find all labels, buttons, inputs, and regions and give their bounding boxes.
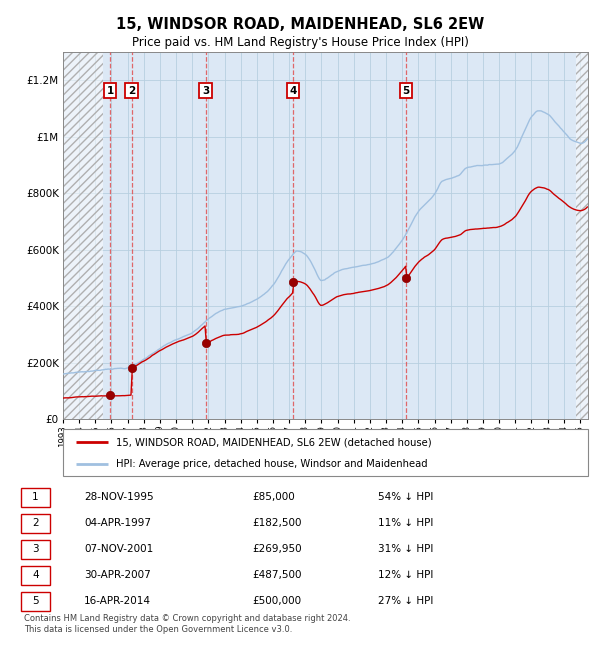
Text: 28-NOV-1995: 28-NOV-1995 — [84, 492, 154, 502]
Text: 1: 1 — [106, 86, 114, 96]
Text: 12% ↓ HPI: 12% ↓ HPI — [378, 570, 433, 580]
Text: 27% ↓ HPI: 27% ↓ HPI — [378, 596, 433, 606]
Bar — [576, 52, 588, 419]
Text: £85,000: £85,000 — [252, 492, 295, 502]
Text: Price paid vs. HM Land Registry's House Price Index (HPI): Price paid vs. HM Land Registry's House … — [131, 36, 469, 49]
Bar — [63, 52, 103, 419]
Text: 4: 4 — [32, 570, 39, 580]
Bar — [63, 52, 103, 419]
Text: 5: 5 — [32, 596, 39, 606]
Text: 3: 3 — [32, 544, 39, 554]
Text: 15, WINDSOR ROAD, MAIDENHEAD, SL6 2EW (detached house): 15, WINDSOR ROAD, MAIDENHEAD, SL6 2EW (d… — [115, 437, 431, 447]
Text: 5: 5 — [403, 86, 410, 96]
Text: 2: 2 — [128, 86, 135, 96]
Text: £269,950: £269,950 — [252, 544, 302, 554]
Text: 2: 2 — [32, 518, 39, 528]
Text: £182,500: £182,500 — [252, 518, 302, 528]
Text: HPI: Average price, detached house, Windsor and Maidenhead: HPI: Average price, detached house, Wind… — [115, 459, 427, 469]
FancyBboxPatch shape — [63, 429, 588, 476]
Text: 30-APR-2007: 30-APR-2007 — [84, 570, 151, 580]
Text: 4: 4 — [290, 86, 297, 96]
Text: 07-NOV-2001: 07-NOV-2001 — [84, 544, 153, 554]
Text: 15, WINDSOR ROAD, MAIDENHEAD, SL6 2EW: 15, WINDSOR ROAD, MAIDENHEAD, SL6 2EW — [116, 17, 484, 32]
Text: 1: 1 — [32, 492, 39, 502]
Text: 04-APR-1997: 04-APR-1997 — [84, 518, 151, 528]
Bar — [576, 52, 588, 419]
Text: Contains HM Land Registry data © Crown copyright and database right 2024.
This d: Contains HM Land Registry data © Crown c… — [24, 614, 350, 634]
Text: 54% ↓ HPI: 54% ↓ HPI — [378, 492, 433, 502]
Text: £487,500: £487,500 — [252, 570, 302, 580]
Text: 31% ↓ HPI: 31% ↓ HPI — [378, 544, 433, 554]
Text: 11% ↓ HPI: 11% ↓ HPI — [378, 518, 433, 528]
Text: £500,000: £500,000 — [252, 596, 301, 606]
Text: 3: 3 — [202, 86, 209, 96]
Text: 16-APR-2014: 16-APR-2014 — [84, 596, 151, 606]
